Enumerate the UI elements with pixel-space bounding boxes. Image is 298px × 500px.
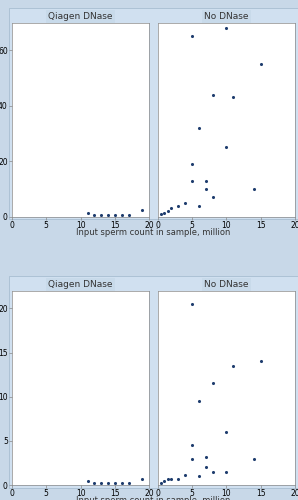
Point (92, 212, 97, 220)
Point (176, 475, 181, 483)
Text: Input sperm count in sample, million: Input sperm count in sample, million (76, 496, 231, 500)
Point (85, 208, 90, 216)
Point (190, 160, 194, 168)
Point (190, 454, 194, 462)
Point (190, 176, 194, 184)
Point (165, 475, 170, 483)
Point (252, 185, 256, 193)
Point (190, 442, 194, 450)
Point (210, 380, 215, 388)
Point (224, 468, 229, 476)
Point (183, 199, 187, 207)
Point (113, 212, 117, 220)
Point (99, 212, 104, 220)
Point (210, 194, 215, 202)
Point (190, 300, 194, 308)
Point (210, 90, 215, 98)
Point (183, 472, 187, 480)
Point (159, 479, 163, 487)
Point (85, 478, 90, 486)
Point (119, 479, 124, 487)
Title: Qiagen DNase: Qiagen DNase (48, 280, 113, 289)
Point (203, 464, 208, 471)
Point (162, 208, 167, 216)
Point (140, 475, 145, 483)
Point (224, 428, 229, 436)
Point (231, 362, 235, 370)
Point (190, 32, 194, 40)
Title: Qiagen DNase: Qiagen DNase (48, 12, 113, 21)
Point (224, 144, 229, 152)
Point (126, 479, 131, 487)
Point (119, 212, 124, 220)
Point (196, 472, 201, 480)
Point (231, 94, 235, 102)
Point (159, 210, 163, 218)
Point (203, 452, 208, 460)
Point (99, 479, 104, 487)
Point (196, 397, 201, 405)
Point (196, 124, 201, 132)
Point (252, 454, 256, 462)
Point (162, 476, 167, 484)
Point (258, 60, 263, 68)
Point (92, 479, 97, 487)
Point (165, 208, 170, 216)
Point (169, 475, 174, 483)
Point (106, 212, 111, 220)
Point (196, 202, 201, 209)
Point (224, 24, 229, 32)
Point (113, 479, 117, 487)
Point (203, 176, 208, 184)
Point (176, 202, 181, 209)
Point (210, 468, 215, 476)
Point (169, 204, 174, 212)
Point (106, 479, 111, 487)
Title: No DNase: No DNase (204, 280, 249, 289)
Point (258, 358, 263, 366)
Title: No DNase: No DNase (204, 12, 249, 21)
Point (140, 206, 145, 214)
Point (126, 212, 131, 220)
Text: Input sperm count in sample, million: Input sperm count in sample, million (76, 228, 231, 237)
Point (203, 185, 208, 193)
